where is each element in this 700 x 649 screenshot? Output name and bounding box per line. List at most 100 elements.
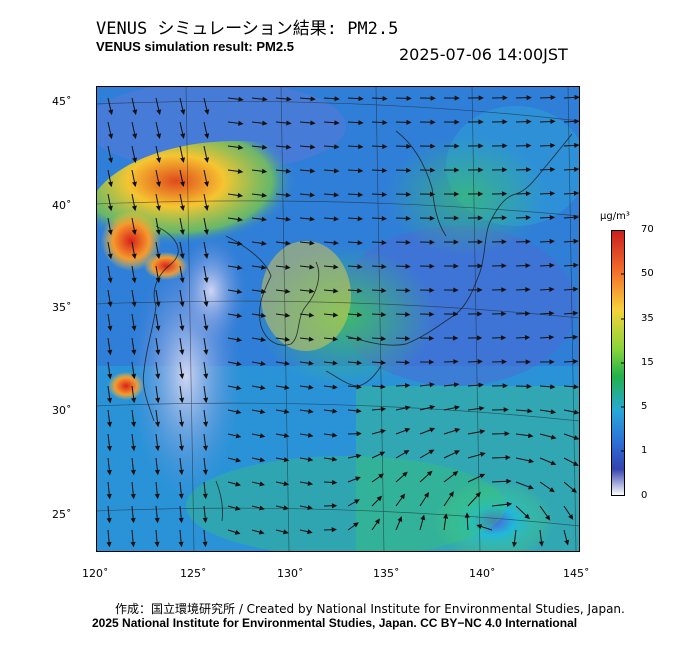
wind-arrow-head [453, 359, 459, 365]
wind-arrow-head [527, 408, 533, 414]
wind-arrow-head [381, 264, 387, 270]
wind-arrow-head [106, 541, 112, 548]
wind-arrow-head [261, 216, 267, 222]
wind-arrow-head [454, 428, 461, 433]
wind-arrow-head [476, 335, 483, 341]
wind-arrow-head [381, 191, 388, 198]
wind-arrow-head [285, 192, 292, 198]
wind-arrow-head [285, 216, 291, 222]
wind-arrow-head [478, 143, 484, 149]
wind-arrow-head [283, 457, 290, 463]
wind-arrow-head [358, 120, 364, 126]
wind-arrow-head [154, 469, 160, 476]
wind-arrow-head [550, 384, 556, 390]
wind-arrow-head [572, 310, 579, 316]
lat-tick: 40˚ [52, 199, 72, 212]
wind-arrow-head [404, 335, 411, 341]
wind-arrow-head [429, 405, 436, 410]
title-japanese: VENUS シミュレーション結果: PM2.5 [96, 19, 399, 39]
wind-arrow-head [525, 287, 531, 293]
wind-arrow-head [476, 524, 483, 529]
wind-arrow-head [573, 409, 580, 415]
wind-arrow-head [258, 529, 265, 535]
wind-arrow-head [477, 263, 483, 269]
wind-arrow-head [155, 349, 161, 356]
wind-arrow-head [155, 397, 161, 404]
wind-arrow-head [132, 133, 138, 140]
wind-arrow-head [524, 513, 530, 520]
wind-arrow-head [331, 479, 338, 485]
wind-arrow-head [309, 264, 315, 270]
wind-arrow-head [501, 191, 508, 197]
wind-arrow-head [404, 359, 411, 365]
wind-arrow-head [107, 253, 113, 260]
wind-arrow-head [179, 253, 185, 260]
wind-arrow-head [307, 432, 314, 438]
colorbar-label: 5 [641, 401, 648, 412]
wind-arrow-head [397, 516, 403, 522]
wind-arrow-head [131, 181, 137, 188]
wind-arrow-head [574, 118, 580, 124]
wind-arrow-head [309, 168, 316, 174]
wind-arrow-head [204, 133, 210, 139]
wind-arrow-head [156, 133, 162, 140]
wind-arrow-head [307, 480, 314, 486]
lon-tick: 120˚ [82, 567, 109, 580]
wind-arrow-head [108, 157, 114, 164]
wind-arrow-head [282, 529, 289, 535]
wind-arrow-head [286, 144, 292, 150]
wind-arrow-head [443, 513, 449, 519]
wind-arrow-head [283, 505, 289, 511]
wind-arrow-head [309, 288, 315, 294]
wind-arrow-head [452, 335, 459, 341]
wind-arrow-head [284, 384, 290, 390]
wind-arrow-head [380, 384, 386, 390]
license-line: 2025 National Institute for Environmenta… [92, 616, 578, 630]
wind-arrow-head [356, 408, 362, 414]
wind-arrow-head [549, 487, 555, 493]
wind-arrow-head [549, 214, 556, 221]
wind-arrow-head [156, 157, 162, 164]
title-english: VENUS simulation result: PM2.5 [96, 39, 294, 54]
wind-arrow-head [356, 312, 363, 318]
wind-arrow-head [573, 166, 580, 172]
wind-arrow-head [130, 541, 136, 548]
wind-arrow-head [260, 312, 267, 318]
wind-arrow-head [130, 517, 136, 524]
wind-arrow-head [130, 445, 136, 452]
wind-arrow-head [550, 434, 557, 440]
wind-arrow-head [538, 541, 544, 547]
wind-arrow-head [261, 168, 268, 174]
wind-arrow-head [331, 527, 337, 533]
wind-arrow-head [550, 409, 557, 415]
wind-arrow-head [424, 492, 429, 498]
wind-arrow-head [334, 144, 340, 150]
wind-arrow-head [154, 493, 160, 500]
wind-arrow-head [236, 313, 243, 319]
wind-arrow-head [574, 142, 580, 148]
colorbar-label: 1 [641, 445, 648, 456]
wind-arrow-head [454, 405, 460, 411]
wind-arrow-head [550, 94, 556, 101]
wind-arrow-head [503, 407, 509, 413]
wind-arrow-head [429, 263, 435, 269]
wind-arrow-head [549, 238, 555, 244]
wind-arrow-head [550, 142, 556, 149]
wind-arrow-head [380, 360, 387, 366]
wind-arrow-head [356, 360, 363, 366]
wind-arrow-head [478, 119, 484, 125]
wind-arrow-head [353, 522, 359, 528]
wind-arrow-head [475, 491, 481, 498]
wind-arrow-head [179, 205, 185, 212]
wind-arrow-head [155, 373, 161, 380]
wind-arrow-head [453, 215, 460, 221]
wind-arrow-head [131, 349, 137, 356]
wind-arrow-head [525, 359, 531, 365]
colorbar-label: 35 [641, 313, 654, 324]
wind-arrow-head [430, 167, 436, 173]
wind-arrow-head [381, 288, 387, 294]
wind-arrow-head [572, 461, 579, 466]
colorbar-label: 15 [641, 357, 654, 368]
wind-arrow-head [480, 451, 486, 457]
lon-tick: 125˚ [180, 567, 207, 580]
